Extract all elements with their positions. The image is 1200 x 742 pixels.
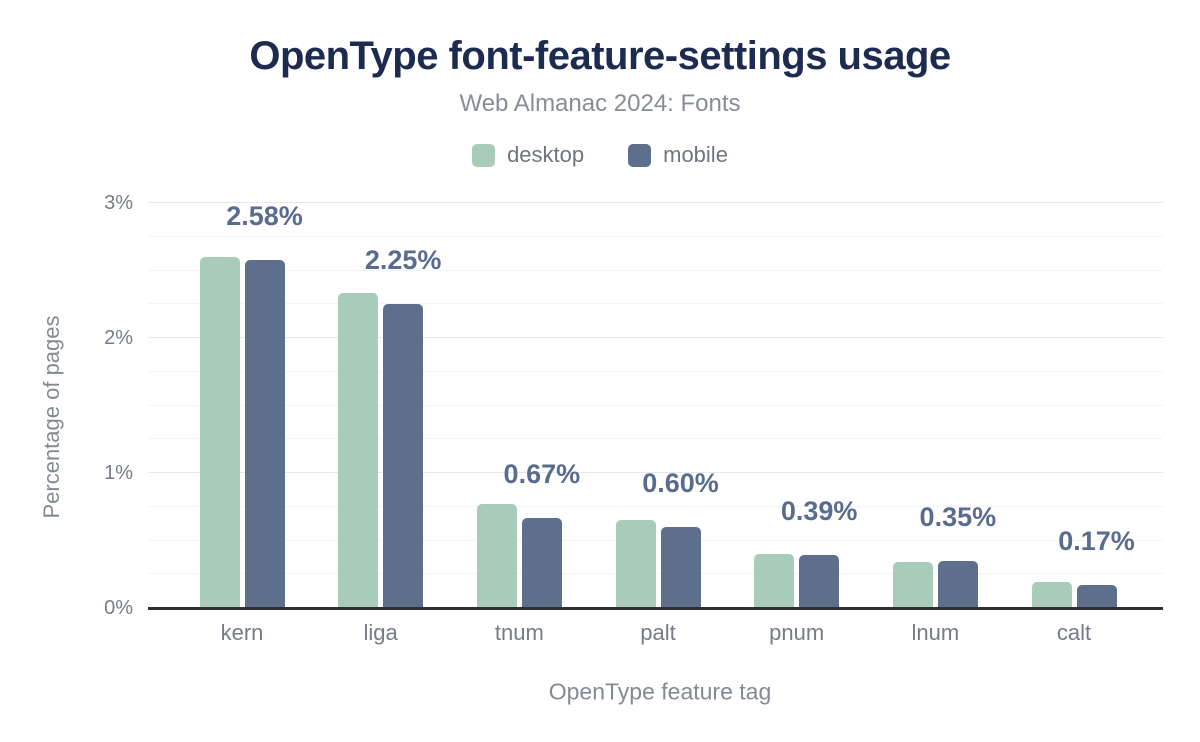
data-label-pnum: 0.39% — [780, 496, 858, 527]
bar-desktop-liga — [338, 293, 379, 608]
bar-mobile-calt — [1076, 585, 1117, 608]
legend-label-desktop: desktop — [507, 142, 585, 167]
plot-area: 0% 1% 2% 3% 2.58% kern 2.25% liga 0.67% tnum 0.60%… — [104, 192, 1163, 645]
minor-gridline — [148, 539, 1163, 541]
data-label-calt: 0.17% — [1058, 526, 1135, 557]
y-tick-label: 0% — [104, 597, 133, 619]
x-tick-label-lnum: lnum — [911, 620, 960, 645]
legend: desktop mobile — [0, 142, 1200, 168]
minor-gridline — [148, 303, 1163, 305]
x-axis-line — [148, 607, 1163, 610]
x-tick-label-kern: kern — [220, 620, 264, 645]
minor-gridline — [148, 370, 1163, 372]
bar-mobile-lnum — [937, 560, 978, 608]
bar-mobile-liga — [383, 304, 424, 608]
desktop-series-swatch — [472, 143, 496, 167]
bar-desktop-tnum — [476, 504, 517, 608]
bar-desktop-calt — [1031, 582, 1072, 608]
minor-gridline — [148, 269, 1163, 271]
minor-gridline — [148, 438, 1163, 440]
legend-item-desktop[interactable]: desktop — [472, 142, 584, 168]
x-tick-label-calt: calt — [1056, 620, 1092, 645]
legend-item-mobile[interactable]: mobile — [628, 142, 728, 168]
y-axis-title: Percentage of pages — [39, 315, 64, 519]
data-label-tnum: 0.67% — [503, 458, 581, 489]
chart-subtitle: Web Almanac 2024: Fonts — [459, 90, 741, 117]
minor-gridline — [148, 573, 1163, 575]
chart-title: OpenType font-feature-settings usage — [249, 34, 951, 78]
y-tick-label: 1% — [104, 462, 133, 484]
bar-mobile-pnum — [799, 555, 840, 608]
minor-gridline — [148, 505, 1163, 507]
minor-gridline — [148, 404, 1163, 406]
major-gridline — [148, 337, 1163, 338]
y-tick-label: 2% — [104, 327, 133, 349]
bar-desktop-kern — [199, 257, 240, 608]
data-label-liga: 2.25% — [364, 245, 442, 276]
major-gridline — [148, 202, 1163, 203]
x-tick-label-liga: liga — [363, 620, 398, 645]
data-label-palt: 0.60% — [642, 468, 719, 498]
x-tick-label-palt: palt — [640, 620, 676, 645]
minor-gridline — [148, 235, 1163, 237]
bar-desktop-pnum — [754, 554, 795, 608]
major-gridline — [148, 472, 1163, 473]
bar-mobile-palt — [660, 527, 701, 608]
x-axis-title: OpenType feature tag — [548, 678, 772, 705]
x-tick-label-tnum: tnum — [494, 620, 544, 645]
data-label-kern: 2.58% — [226, 200, 303, 231]
data-label-lnum: 0.35% — [919, 501, 997, 532]
bar-desktop-palt — [615, 520, 656, 608]
bar-mobile-kern — [244, 259, 285, 608]
x-tick-label-pnum: pnum — [769, 620, 825, 645]
bar-mobile-tnum — [521, 517, 562, 608]
bar-desktop-lnum — [892, 562, 933, 608]
legend-label-mobile: mobile — [663, 142, 728, 167]
mobile-series-swatch — [628, 143, 652, 167]
y-tick-label: 3% — [104, 192, 133, 214]
